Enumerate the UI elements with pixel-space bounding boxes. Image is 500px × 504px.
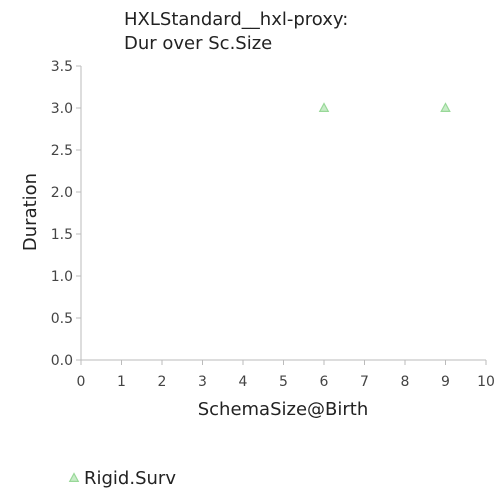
x-tick-label: 3 bbox=[198, 374, 207, 390]
x-tick-label: 0 bbox=[77, 374, 86, 390]
legend-label: Rigid.Surv bbox=[84, 468, 176, 489]
x-tick-label: 5 bbox=[279, 374, 288, 390]
chart-title: HXLStandard__hxl-proxy: Dur over Sc.Size bbox=[124, 9, 348, 54]
chart-title-line-2: Dur over Sc.Size bbox=[124, 33, 272, 54]
x-tick-label: 10 bbox=[477, 374, 495, 390]
y-tick-label: 1.5 bbox=[51, 227, 73, 243]
y-tick-label: 3.5 bbox=[51, 59, 73, 75]
chart-title-line-1: HXLStandard__hxl-proxy: bbox=[124, 9, 348, 30]
y-tick-label: 1.0 bbox=[51, 269, 73, 285]
y-tick-label: 0.0 bbox=[51, 353, 73, 369]
x-tick-label: 9 bbox=[441, 374, 450, 390]
tick-labels: 0 1 2 3 4 5 6 7 8 9 10 0.0 0.5 1.0 1.5 2.0 2.5 3.0 3.5 bbox=[51, 59, 495, 390]
data-point-triangle bbox=[318, 102, 330, 112]
y-tick-label: 2.0 bbox=[51, 185, 73, 201]
legend: Rigid.Surv bbox=[68, 468, 176, 489]
x-tick-label: 8 bbox=[401, 374, 410, 390]
axes bbox=[76, 65, 487, 365]
y-axis-label: Duration bbox=[20, 173, 41, 251]
y-tick-label: 2.5 bbox=[51, 143, 73, 159]
data-points bbox=[318, 102, 451, 112]
x-tick-label: 2 bbox=[158, 374, 167, 390]
x-axis-label: SchemaSize@Birth bbox=[198, 399, 369, 420]
x-tick-label: 1 bbox=[117, 374, 126, 390]
x-tick-label: 4 bbox=[239, 374, 248, 390]
legend-marker-triangle-icon bbox=[68, 472, 80, 482]
y-tick-label: 3.0 bbox=[51, 101, 73, 117]
data-point-triangle bbox=[440, 102, 451, 112]
x-tick-label: 7 bbox=[360, 374, 369, 390]
y-tick-label: 0.5 bbox=[51, 311, 73, 327]
x-tick-label: 6 bbox=[320, 374, 329, 390]
